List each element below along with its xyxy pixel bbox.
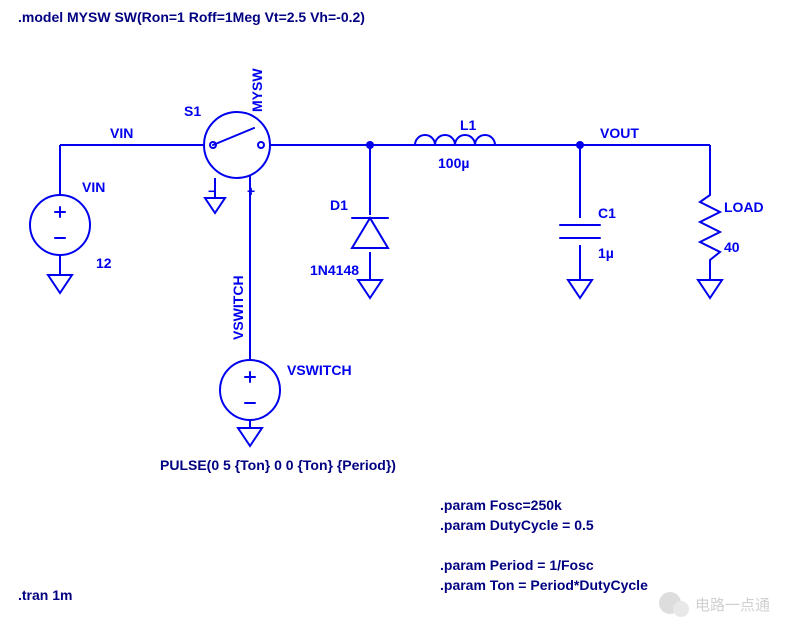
node-cap (576, 141, 584, 149)
diode-d1 (352, 218, 388, 248)
net-vin: VIN (110, 125, 133, 141)
watermark-text: 电路一点通 (695, 597, 770, 614)
s1-model: MYSW (249, 68, 265, 112)
gnd-c1 (568, 280, 592, 298)
vin-val: 12 (96, 255, 112, 271)
net-vout: VOUT (600, 125, 639, 141)
node-diode (366, 141, 374, 149)
load-resistor (700, 195, 720, 260)
s1-ref: S1 (184, 103, 201, 119)
l1-val: 100µ (438, 155, 469, 171)
gnd-s1-minus (205, 198, 225, 213)
dir-model: .model MYSW SW(Ron=1 Roff=1Meg Vt=2.5 Vh… (18, 9, 365, 25)
load-ref: LOAD (724, 199, 764, 215)
dir-param3: .param Period = 1/Fosc (440, 557, 594, 573)
d1-ref: D1 (330, 197, 348, 213)
switch-s1: + − (200, 112, 275, 213)
vswitch-ref: VSWITCH (287, 362, 352, 378)
cap-c1 (560, 225, 600, 238)
s1-plus: + (247, 183, 255, 199)
dir-param4: .param Ton = Period*DutyCycle (440, 577, 648, 593)
d1-val: 1N4148 (310, 262, 359, 278)
l1-ref: L1 (460, 117, 477, 133)
vin-ref: VIN (82, 179, 105, 195)
dir-param1: .param Fosc=250k (440, 497, 562, 513)
gnd-vswitch (238, 428, 262, 446)
net-vswitch: VSWITCH (230, 275, 246, 340)
load-val: 40 (724, 239, 740, 255)
c1-ref: C1 (598, 205, 616, 221)
gnd-load (698, 280, 722, 298)
gnd-d1 (358, 280, 382, 298)
ltspice-schematic: VIN 12 VIN + − S1 MYSW VSWITCH VS (0, 0, 800, 629)
vswitch-val: PULSE(0 5 {Ton} 0 0 {Ton} {Period}) (160, 457, 396, 473)
wechat-icon-small (673, 601, 689, 617)
gnd-vin (48, 275, 72, 293)
vswitch-source (220, 360, 280, 428)
dir-tran: .tran 1m (18, 587, 72, 603)
vin-source (30, 195, 90, 275)
inductor-l1 (415, 135, 495, 145)
dir-param2: .param DutyCycle = 0.5 (440, 517, 594, 533)
watermark: 电路一点通 (659, 592, 770, 617)
c1-val: 1µ (598, 245, 614, 261)
